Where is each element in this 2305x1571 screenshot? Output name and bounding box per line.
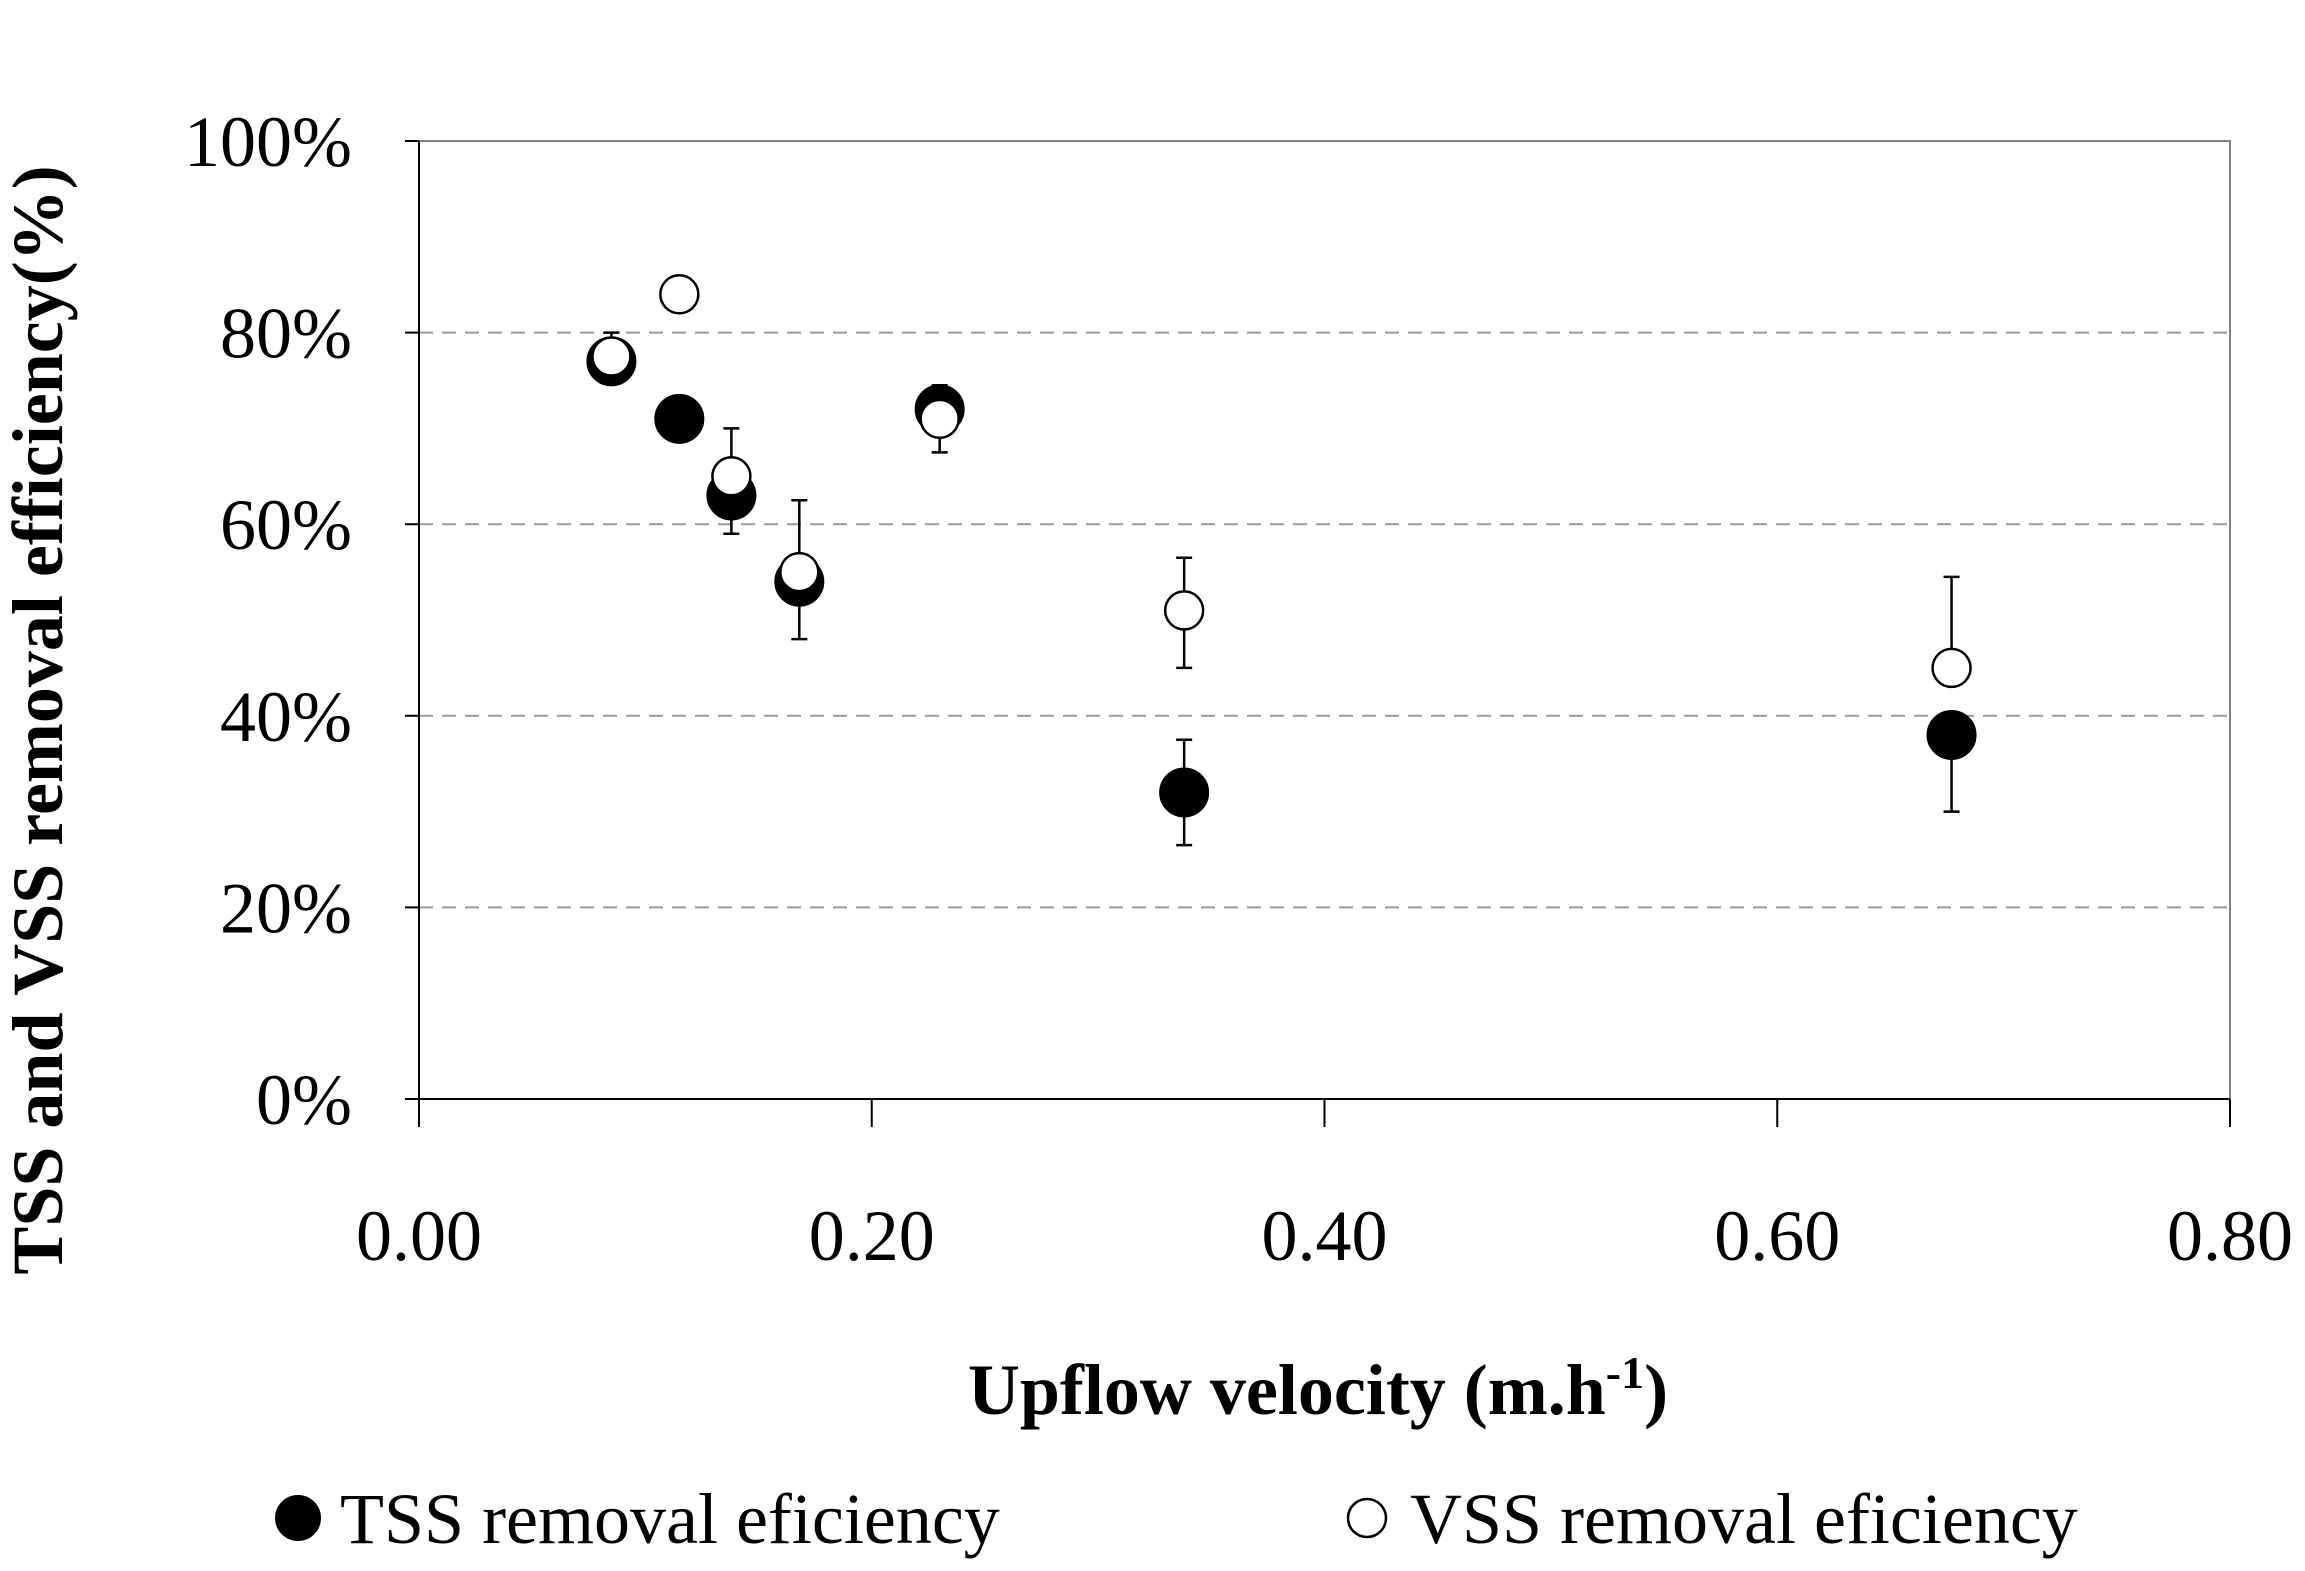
y-tick-label-4: 80% [220,294,352,374]
x-axis-title-main: Upflow velocity (m.h [968,1350,1606,1430]
point-vss-4 [919,398,960,440]
x-axis-title: Upflow velocity (m.h-1) [968,1347,1668,1430]
y-tick-label-2: 40% [220,677,352,757]
x-axis-title-superscript: -1 [1606,1347,1644,1398]
y-tick-label-1: 20% [220,868,352,948]
x-tick-label-4: 0.80 [2167,1196,2293,1276]
y-axis-title: TSS and VSS removal efficiency(%) [0,165,78,1274]
x-tick-label-3: 0.60 [1714,1196,1840,1276]
legend-tss-label: TSS removal eficiency [340,1479,1000,1559]
point-vss-1 [659,274,700,315]
point-vss-6 [1931,647,1972,689]
x-tick-label-0: 0.00 [356,1196,482,1276]
point-tss-6 [1926,709,1977,760]
point-tss-1 [654,393,705,444]
legend-vss-label: VSS removal eficiency [1410,1479,2078,1559]
point-vss-0 [591,336,632,377]
legend-vss-marker [1346,1497,1388,1539]
legend: TSS removal eficiency VSS removal eficie… [275,1479,2078,1559]
axes: 0% 20% 40% 60% 80% 100% 0.00 0.20 0.40 0.60 0.80 [184,102,2293,1276]
gridlines [419,331,2230,909]
point-tss-5 [1159,767,1210,818]
x-axis-title-suffix: ) [1644,1350,1668,1430]
point-vss-5 [1163,590,1205,631]
point-vss-2 [711,456,752,497]
legend-tss-marker [275,1495,321,1541]
data-points [586,274,1977,818]
x-tick-label-2: 0.40 [1262,1196,1388,1276]
point-vss-3 [779,551,820,593]
x-tick-label-1: 0.20 [809,1196,935,1276]
y-tick-label-5: 100% [184,102,352,182]
y-tick-label-3: 60% [220,485,352,565]
legend-item-tss: TSS removal eficiency [275,1479,1000,1559]
legend-item-vss: VSS removal eficiency [1346,1479,2078,1559]
y-tick-label-0: 0% [256,1060,352,1140]
